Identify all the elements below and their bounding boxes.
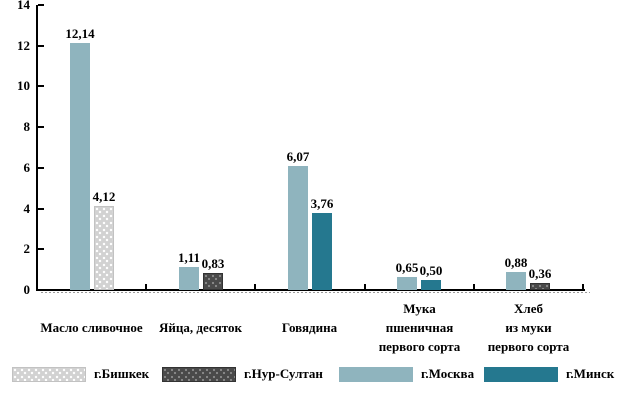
bar-value-label: 12,14 — [65, 26, 95, 41]
category-label: Мука пшеничная первого сорта — [365, 296, 474, 358]
y-tick — [38, 45, 44, 47]
category-label-line: первого сорта — [378, 338, 461, 354]
category-label: Масло сливочное — [37, 296, 146, 358]
bar-value-label: 3,76 — [310, 196, 334, 211]
legend-label: г.Минск — [566, 366, 615, 381]
legend-swatch — [12, 366, 86, 382]
bar-г.Москва — [70, 43, 90, 290]
y-tick — [38, 248, 44, 250]
bar-г.Нур-Султан — [203, 273, 223, 290]
x-axis-line — [36, 289, 585, 291]
bar-г.Бишкек — [94, 206, 114, 290]
legend-item: г.Бишкек — [12, 366, 149, 382]
y-tick-label: 4 — [23, 201, 31, 216]
bar-value-label: 0,50 — [419, 263, 443, 278]
x-tick — [582, 284, 584, 289]
y-tick-label: 0 — [23, 282, 31, 297]
bar-г.Минск — [421, 280, 441, 290]
x-tick — [364, 284, 366, 289]
legend-item: г.Москва — [339, 366, 474, 382]
bar-value-label: 0,36 — [528, 266, 552, 281]
category-label-line: Хлеб — [514, 300, 543, 316]
category-label-line: пшеничная — [385, 319, 454, 335]
y-tick-label: 14 — [17, 0, 30, 12]
bar-г.Нур-Султан — [530, 283, 550, 290]
category-label: Яйца, десяток — [146, 296, 255, 358]
legend-swatch — [484, 366, 558, 382]
category-label-line: Говядина — [281, 319, 338, 335]
bar-г.Минск — [312, 213, 332, 290]
bar-value-label: 4,12 — [92, 189, 116, 204]
legend-swatch — [162, 366, 236, 382]
bar-value-label: 6,07 — [286, 149, 310, 164]
category-label: Говядина — [255, 296, 364, 358]
y-tick — [38, 4, 44, 6]
category-label-line: первого сорта — [487, 338, 570, 354]
bar-value-label: 1,11 — [177, 250, 201, 265]
y-tick-label: 6 — [23, 160, 31, 175]
x-tick — [254, 284, 256, 289]
category-label-line: Мука — [403, 300, 436, 316]
legend-swatch — [339, 366, 413, 382]
legend-item: г.Минск — [484, 366, 614, 382]
x-tick — [145, 284, 147, 289]
category-label-line: Яйца, десяток — [159, 319, 242, 335]
legend-label: г.Москва — [421, 366, 475, 381]
y-tick-label: 2 — [23, 241, 31, 256]
x-axis-shadow — [41, 292, 590, 293]
bar-г.Москва — [506, 272, 526, 290]
y-axis-line — [36, 5, 38, 291]
legend-item: г.Нур-Султан — [162, 366, 323, 382]
category-label-line: Масло сливочное — [40, 319, 143, 335]
bar-г.Москва — [179, 267, 199, 290]
y-tick — [38, 208, 44, 210]
y-tick-label: 12 — [17, 38, 30, 53]
bar-г.Москва — [397, 277, 417, 290]
bar-value-label: 0,65 — [395, 260, 419, 275]
y-tick — [38, 289, 44, 291]
bar-г.Москва — [288, 166, 308, 290]
bar-value-label: 0,88 — [504, 255, 528, 270]
y-tick — [38, 85, 44, 87]
x-tick — [473, 284, 475, 289]
y-tick-label: 8 — [23, 119, 31, 134]
y-tick — [38, 126, 44, 128]
category-label-line: из муки — [505, 319, 552, 335]
y-tick — [38, 167, 44, 169]
y-tick-label: 10 — [17, 78, 30, 93]
category-label: Хлеб из муки первого сорта — [474, 296, 583, 358]
legend-label: г.Нур-Султан — [244, 366, 323, 381]
bar-value-label: 0,83 — [201, 256, 225, 271]
legend-label: г.Бишкек — [94, 366, 150, 381]
